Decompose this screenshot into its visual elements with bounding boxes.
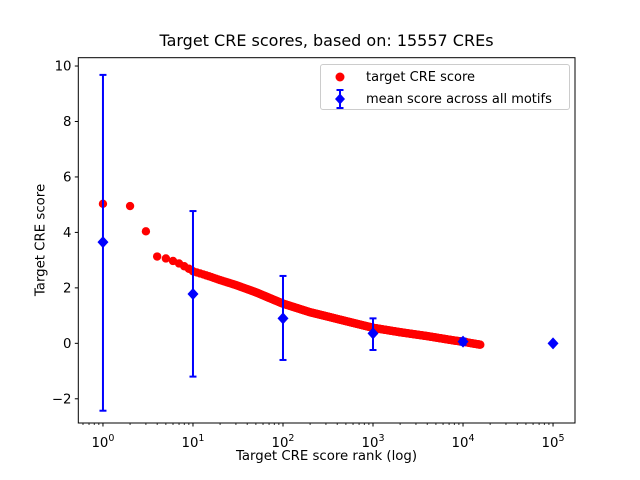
legend-entry-target-cre-score: target CRE score bbox=[321, 66, 569, 88]
blue-diamond-errorbar-marker-icon bbox=[321, 88, 358, 110]
y-tick-label: 2 bbox=[63, 281, 71, 296]
red-circle-marker-icon bbox=[321, 66, 358, 88]
legend: target CRE score mean score across all m… bbox=[320, 64, 570, 110]
y-tick-label: −2 bbox=[52, 392, 72, 407]
y-tick-label: 0 bbox=[63, 337, 71, 352]
series-mean-score bbox=[97, 73, 559, 412]
blue-diamond-point bbox=[367, 327, 379, 340]
x-axis-label: Target CRE score rank (log) bbox=[235, 449, 418, 464]
legend-entry-mean-score: mean score across all motifs bbox=[321, 88, 569, 110]
y-tick-label: 10 bbox=[55, 60, 72, 75]
red-data-point bbox=[141, 227, 151, 236]
legend-label-target-cre-score: target CRE score bbox=[366, 69, 476, 85]
y-tick-label: 4 bbox=[63, 226, 71, 241]
chart-title: Target CRE scores, based on: 15557 CREs bbox=[159, 31, 494, 50]
red-data-point bbox=[161, 254, 171, 263]
red-data-point bbox=[125, 201, 135, 211]
y-tick-label: 8 bbox=[63, 115, 71, 130]
blue-diamond-point bbox=[547, 337, 559, 350]
red-data-point bbox=[476, 340, 485, 349]
blue-diamond-point bbox=[457, 335, 469, 348]
legend-label-mean-score: mean score across all motifs bbox=[366, 91, 552, 107]
y-tick-label: 6 bbox=[63, 171, 71, 186]
blue-diamond-point bbox=[97, 236, 109, 249]
red-data-point bbox=[152, 252, 162, 261]
plot-border bbox=[77, 57, 576, 424]
blue-diamond-point bbox=[277, 312, 289, 325]
y-axis-label: Target CRE score bbox=[33, 183, 49, 297]
blue-diamond-point bbox=[187, 287, 199, 300]
series-target-cre-score bbox=[98, 199, 485, 349]
